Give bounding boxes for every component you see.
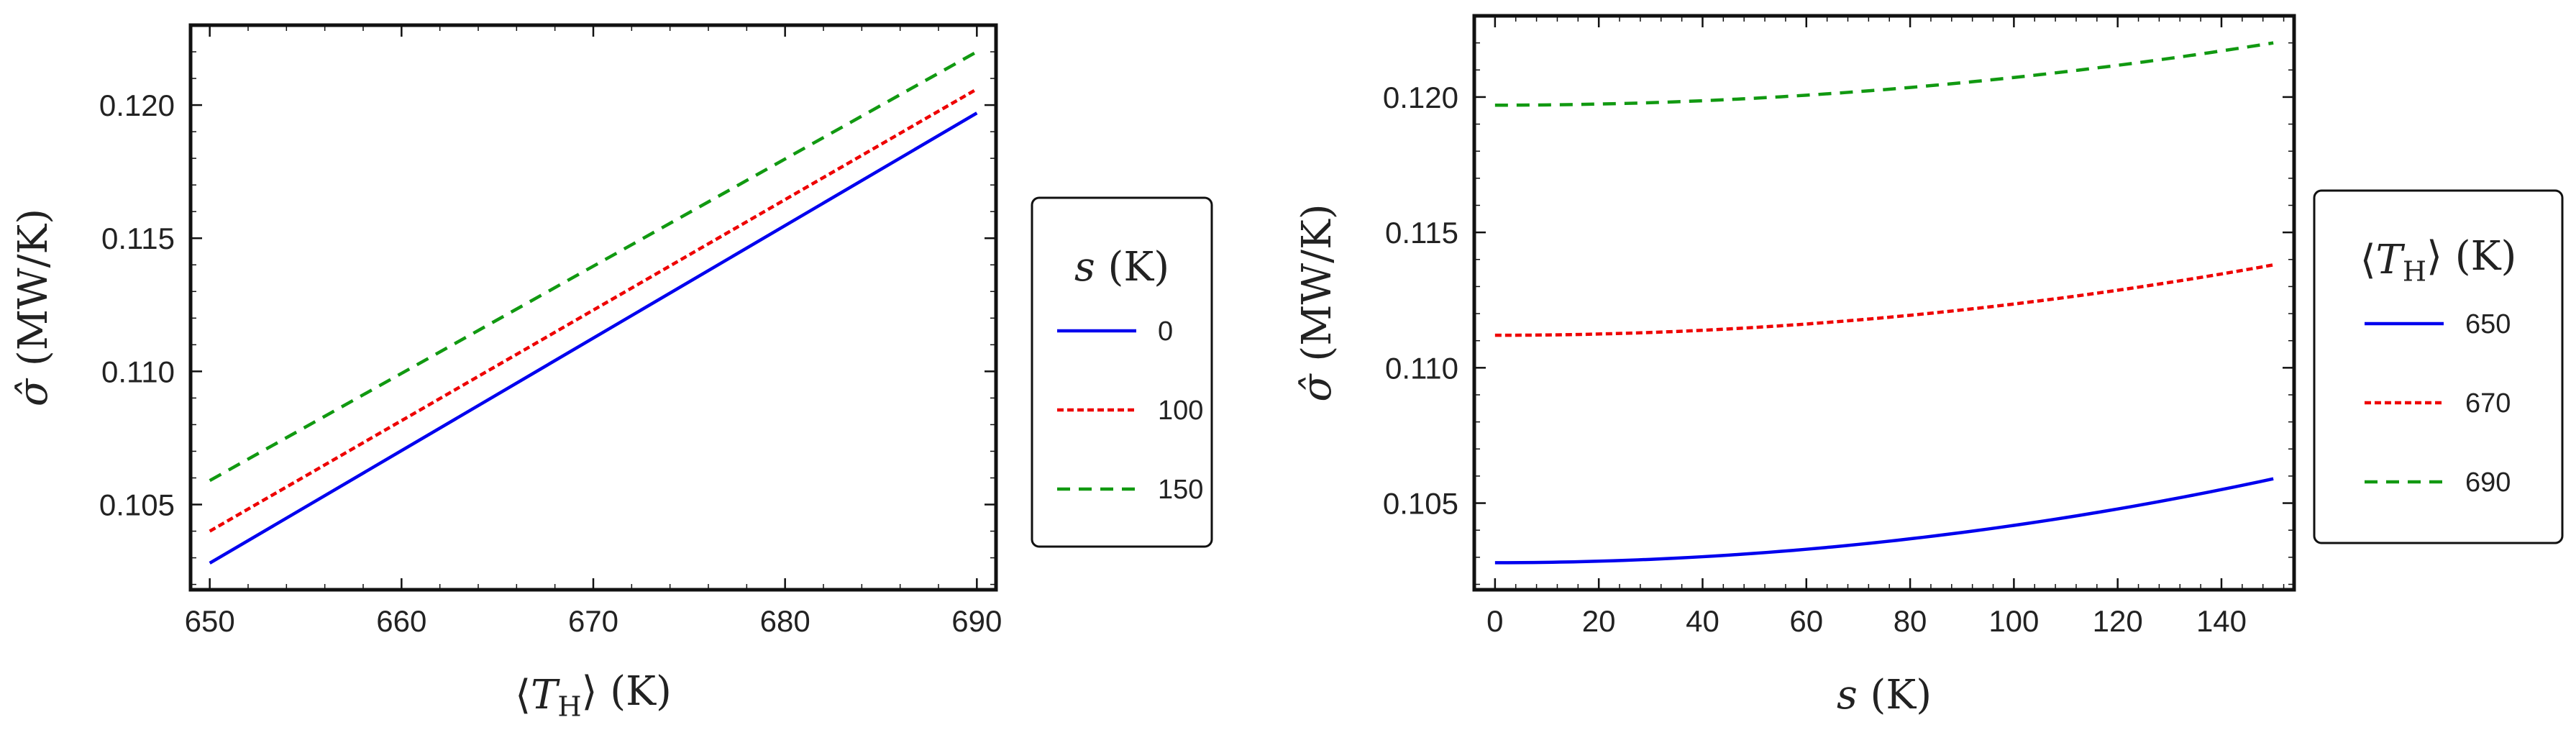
x-tick-label: 0 (1486, 604, 1503, 638)
legend: s (K) 0 100 150 (1031, 196, 1213, 548)
series-line-670 (1494, 263, 2274, 337)
x-axis-label: ⟨TH​⟩ (K) (515, 668, 672, 723)
y-axis-label: σ̂ (MW/K) (1294, 204, 1340, 401)
y-tick-label: 0.105 (1383, 487, 1458, 521)
legend-title: ⟨TH​⟩ (K) (2360, 233, 2517, 288)
y-tick-label: 0.110 (1385, 351, 1458, 385)
legend-title: s (K) (1074, 244, 1169, 291)
left-chart: 650 660 670 680 690 0.105 0.110 0.115 0.120 ⟨TH​⟩… (10, 23, 1213, 723)
x-tick-label: 660 (376, 604, 426, 638)
legend-label-670: 670 (2465, 388, 2511, 419)
legend-label-100: 100 (1158, 396, 1203, 426)
y-tick-label: 0.115 (101, 222, 175, 255)
legend-label-150: 150 (1158, 475, 1203, 505)
x-tick-label: 100 (1988, 604, 2039, 638)
x-tick-label: 20 (1582, 604, 1616, 638)
legend-label-690: 690 (2465, 467, 2511, 498)
x-tick-label: 40 (1686, 604, 1719, 638)
legend-label-0: 0 (1158, 316, 1173, 347)
x-tick-label: 650 (185, 604, 235, 638)
legend-box (2313, 189, 2564, 544)
series-line-150 (209, 50, 978, 483)
x-tick-label: 680 (760, 604, 810, 638)
x-tick-label: 690 (951, 604, 1002, 638)
legend: ⟨TH​⟩ (K) 650 670 690 (2313, 189, 2564, 544)
x-tick-label: 120 (2093, 604, 2143, 638)
plot-area (209, 50, 978, 565)
x-tick-label: 140 (2196, 604, 2247, 638)
series-line-0 (209, 111, 978, 565)
series-line-100 (209, 87, 978, 533)
x-tick-label: 80 (1894, 604, 1927, 638)
legend-box (1031, 196, 1213, 548)
right-chart: 0 20 40 60 80 100 120 140 0.105 0.110 0.115 0.120 s … (1294, 14, 2564, 718)
series-line-690 (1494, 41, 2274, 107)
x-axis-label: s (K) (1837, 672, 1932, 718)
y-tick-label: 0.105 (99, 488, 175, 522)
y-tick-label: 0.120 (1383, 81, 1458, 114)
plot-area (1494, 41, 2274, 565)
y-tick-label: 0.110 (101, 355, 175, 388)
plot-frame (1472, 14, 2296, 592)
y-tick-label: 0.115 (1385, 216, 1458, 250)
legend-label-650: 650 (2465, 309, 2511, 339)
x-tick-label: 60 (1789, 604, 1823, 638)
plot-frame (188, 23, 998, 592)
x-tick-label: 670 (568, 604, 618, 638)
y-tick-label: 0.120 (99, 88, 175, 122)
series-line-650 (1494, 477, 2274, 565)
y-axis-label: σ̂ (MW/K) (10, 209, 57, 406)
